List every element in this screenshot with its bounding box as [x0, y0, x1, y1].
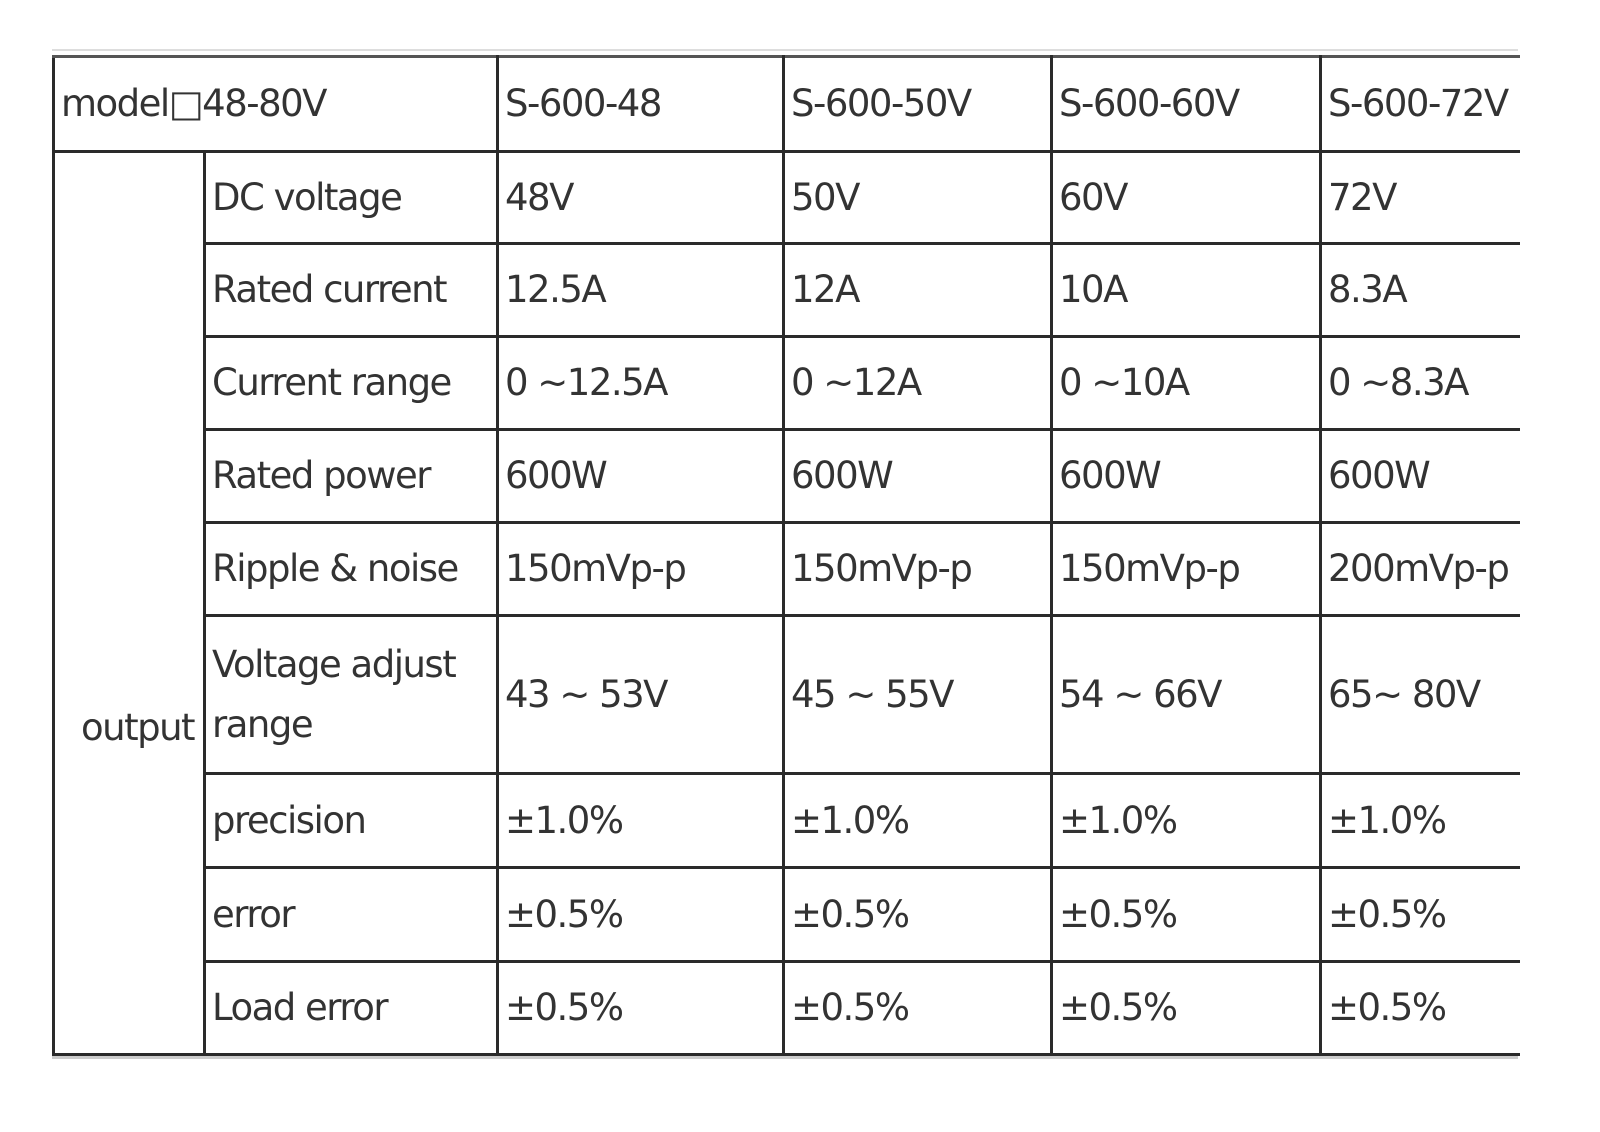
- spec-value: ±0.5%: [1050, 960, 1322, 1056]
- model-name: S-600-72V: [1319, 55, 1520, 153]
- spec-value: ±0.5%: [496, 960, 785, 1056]
- spec-value: 600W: [1050, 428, 1322, 524]
- spec-value: ±0.5%: [1050, 866, 1322, 963]
- table-row: Voltage adjust range 43 ~ 53V 45 ~ 55V 54 ~…: [54, 614, 1520, 775]
- spec-value: 72V: [1319, 150, 1520, 245]
- row-label: Rated power: [203, 428, 499, 524]
- table-row: Rated power 600W 600W 600W 600W: [54, 428, 1520, 524]
- spec-value: 0 ~10A: [1050, 335, 1322, 431]
- row-label: DC voltage: [203, 150, 499, 245]
- table-row: Load error ±0.5% ±0.5% ±0.5% ±0.5%: [54, 960, 1520, 1056]
- spec-value: 54 ~ 66V: [1050, 614, 1322, 775]
- spec-value: ±0.5%: [1319, 960, 1520, 1056]
- spec-value: ±0.5%: [496, 866, 785, 963]
- spec-value: 150mVp-p: [496, 521, 785, 617]
- model-name: S-600-50V: [782, 55, 1053, 153]
- spec-value: 600W: [496, 428, 785, 524]
- spec-value: 0 ~12.5A: [496, 335, 785, 431]
- table-row: model□48-80V S-600-48 S-600-50V S-600-60V S-…: [52, 55, 1520, 153]
- spec-value: 600W: [1319, 428, 1520, 524]
- spec-table: model□48-80V S-600-48 S-600-50V S-600-60V S-…: [52, 55, 1520, 1056]
- spec-value: 150mVp-p: [1050, 521, 1322, 617]
- frame-line: [52, 49, 1518, 51]
- spec-value: ±0.5%: [782, 866, 1053, 963]
- spec-value: 48V: [496, 150, 785, 245]
- table-row: output DC voltage 48V 50V 60V 72V: [52, 150, 1520, 1056]
- spec-value: 43 ~ 53V: [496, 614, 785, 775]
- row-label: Current range: [203, 335, 499, 431]
- row-label: Rated current: [203, 242, 499, 338]
- spec-value: 0 ~12A: [782, 335, 1053, 431]
- frame-line: [52, 1056, 1518, 1059]
- spec-value: 60V: [1050, 150, 1322, 245]
- model-name: S-600-60V: [1050, 55, 1322, 153]
- table-row: precision ±1.0% ±1.0% ±1.0% ±1.0%: [54, 772, 1520, 869]
- table-row: Rated current 12.5A 12A 10A 8.3A: [54, 242, 1520, 338]
- model-name: S-600-48: [496, 55, 785, 153]
- group-label: output: [52, 150, 206, 1056]
- table-row: Ripple & noise 150mVp-p 150mVp-p 150mVp-p 20…: [54, 521, 1520, 617]
- spec-value: ±0.5%: [1319, 866, 1520, 963]
- row-label: error: [203, 866, 499, 963]
- spec-value: 12.5A: [496, 242, 785, 338]
- spec-value: 600W: [782, 428, 1053, 524]
- model-header: model□48-80V: [52, 55, 499, 153]
- spec-value: 150mVp-p: [782, 521, 1053, 617]
- spec-value: 50V: [782, 150, 1053, 245]
- spec-value: ±1.0%: [1050, 772, 1322, 869]
- table-row: Current range 0 ~12.5A 0 ~12A 0 ~10A 0 ~8.3A: [54, 335, 1520, 431]
- spec-value: 200mVp-p: [1319, 521, 1520, 617]
- spec-value: ±1.0%: [1319, 772, 1520, 869]
- spec-value: 10A: [1050, 242, 1322, 338]
- row-label: Ripple & noise: [203, 521, 499, 617]
- spec-value: 0 ~8.3A: [1319, 335, 1520, 431]
- row-label: Voltage adjust range: [203, 614, 499, 775]
- spec-value: 12A: [782, 242, 1053, 338]
- spec-value: ±1.0%: [496, 772, 785, 869]
- spec-value: 45 ~ 55V: [782, 614, 1053, 775]
- spec-value: 65~ 80V: [1319, 614, 1520, 775]
- spec-value: ±0.5%: [782, 960, 1053, 1056]
- row-label: precision: [203, 772, 499, 869]
- spec-value: 8.3A: [1319, 242, 1520, 338]
- spec-value: ±1.0%: [782, 772, 1053, 869]
- row-label: Load error: [203, 960, 499, 1056]
- table-row: error ±0.5% ±0.5% ±0.5% ±0.5%: [54, 866, 1520, 963]
